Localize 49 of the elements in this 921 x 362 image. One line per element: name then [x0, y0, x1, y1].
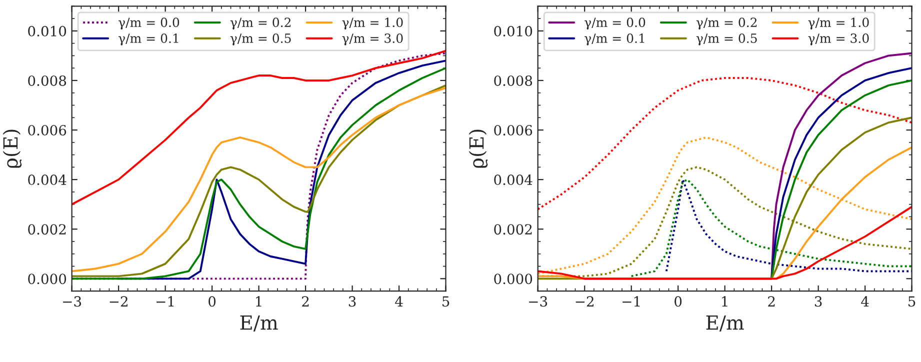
y-tick-label: 0.008: [28, 75, 66, 86]
x-axis-title: E/m: [240, 316, 278, 332]
legend-label: γ/m = 3.0: [808, 34, 869, 46]
y-tick-label: 0.008: [494, 75, 532, 86]
y-tick-label: 0.010: [494, 26, 532, 36]
x-axis-title: E/m: [706, 316, 744, 332]
y-tick-label: 0.000: [28, 274, 66, 284]
x-tick-label: −2: [576, 296, 594, 306]
legend-label: γ/m = 3.0: [342, 34, 403, 46]
x-tick-label: −3: [529, 296, 548, 307]
x-tick-label: 2: [302, 296, 309, 306]
legend-label: γ/m = 0.0: [118, 18, 180, 30]
x-tick-label: −2: [110, 296, 128, 306]
x-tick-label: 1: [256, 296, 262, 306]
y-tick-label: 0.010: [28, 26, 66, 36]
x-tick-label: −3: [63, 296, 82, 307]
y-tick-label: 0.006: [494, 124, 532, 136]
legend-label: γ/m = 1.0: [808, 18, 869, 30]
legend-label: γ/m = 0.2: [696, 18, 757, 30]
legend-label: γ/m = 0.5: [230, 34, 291, 46]
legend-label: γ/m = 0.1: [584, 34, 644, 46]
y-axis-title: ϱ(E): [468, 130, 488, 168]
x-tick-label: 3: [348, 296, 356, 307]
x-tick-label: −1: [156, 296, 174, 306]
y-tick-label: 0.004: [494, 174, 532, 186]
x-tick-label: 5: [908, 296, 916, 307]
legend-label: γ/m = 0.2: [230, 18, 291, 30]
x-tick-label: 0: [674, 296, 682, 307]
legend-label: γ/m = 1.0: [342, 18, 403, 30]
legend-label: γ/m = 0.5: [696, 34, 757, 46]
line-series: [72, 50, 446, 206]
x-tick-label: 3: [814, 296, 822, 307]
line-series: [538, 206, 912, 280]
x-tick-label: 4: [395, 296, 403, 306]
legend-label: γ/m = 0.0: [584, 18, 646, 30]
x-tick-label: 4: [861, 296, 869, 306]
x-tick-label: −1: [622, 296, 640, 306]
y-tick-label: 0.002: [494, 224, 532, 235]
y-tick-label: 0.006: [28, 124, 66, 136]
y-tick-label: 0.002: [28, 224, 66, 235]
x-tick-label: 1: [722, 296, 728, 306]
line-series: [538, 77, 912, 210]
legend-label: γ/m = 0.1: [118, 34, 178, 46]
x-tick-label: 5: [442, 296, 450, 307]
x-tick-label: 0: [208, 296, 216, 307]
y-axis-title: ϱ(E): [2, 130, 22, 168]
y-tick-label: 0.004: [28, 174, 66, 186]
y-tick-label: 0.000: [494, 274, 532, 284]
x-tick-label: 2: [768, 296, 775, 306]
